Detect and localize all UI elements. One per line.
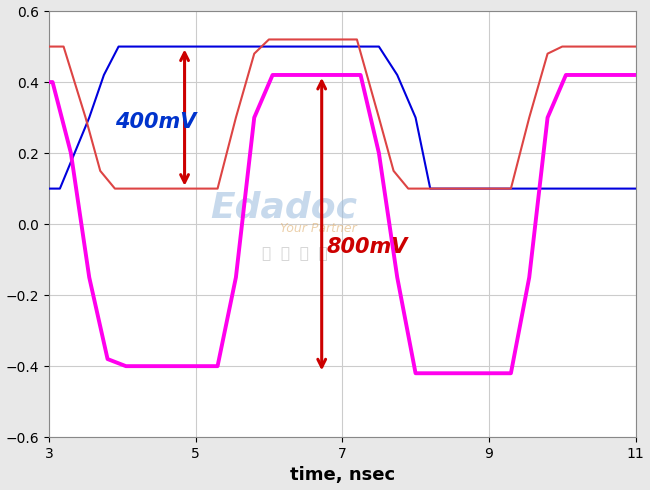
- Text: Edadoc: Edadoc: [210, 190, 357, 224]
- Text: 800mV: 800mV: [326, 237, 408, 257]
- X-axis label: time, nsec: time, nsec: [290, 466, 395, 485]
- Text: 一  博  科  技: 一 博 科 技: [263, 246, 328, 262]
- Text: Your Partner: Your Partner: [280, 222, 357, 235]
- Text: 400mV: 400mV: [115, 112, 196, 132]
